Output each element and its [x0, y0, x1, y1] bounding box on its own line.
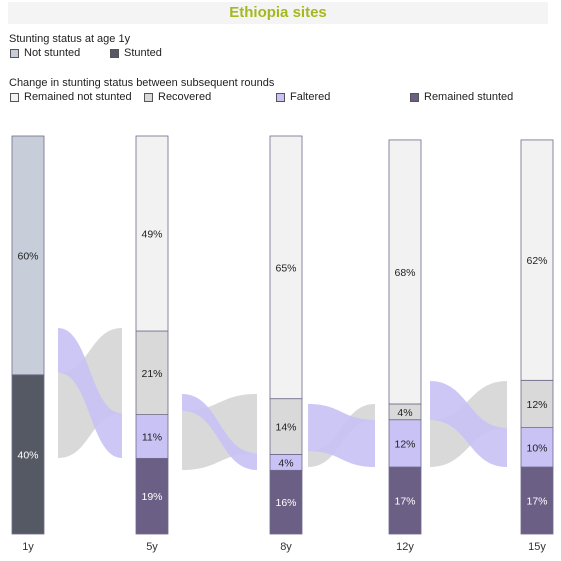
label-15y-faltered: 10% — [526, 442, 547, 454]
bar-5y-recovered — [135, 330, 169, 415]
legend-label-stunted: Stunted — [124, 47, 162, 59]
label-8y-remained-stunted: 16% — [275, 497, 296, 509]
flow-faltered-8y-12y — [308, 404, 375, 467]
bar-12y-remained-stunted — [388, 466, 422, 535]
bar-15y-recovered — [520, 379, 554, 429]
label-15y-recovered: 12% — [526, 399, 547, 411]
label-15y-remained-not-stunted: 62% — [526, 255, 547, 267]
legend2-item-recovered: Recovered — [144, 91, 211, 103]
legend1-item-stunted: Stunted — [110, 47, 162, 59]
bar-8y-recovered — [269, 398, 303, 455]
bar-1y-not-stunted — [11, 135, 45, 376]
bar-5y-remained-stunted — [135, 457, 169, 535]
legend2-item-faltered: Faltered — [276, 91, 330, 103]
bar-12y-remained-not-stunted — [388, 139, 422, 405]
label-8y-remained-not-stunted: 65% — [275, 262, 296, 274]
bar-15y-remained-stunted — [520, 466, 554, 535]
legend1-heading: Stunting status at age 1y — [9, 33, 131, 45]
x-tick-15y: 15y — [528, 541, 546, 553]
label-12y-remained-stunted: 17% — [394, 496, 415, 508]
legend-swatch-not-stunted — [10, 48, 19, 58]
label-8y-recovered: 14% — [275, 422, 296, 434]
bar-5y-faltered — [135, 414, 169, 459]
bar-12y-faltered — [388, 419, 422, 468]
legend-label-remained-stunted: Remained stunted — [424, 91, 514, 103]
label-12y-remained-not-stunted: 68% — [394, 267, 415, 279]
legend-swatch-remained-stunted — [410, 92, 419, 102]
flow-faltered-1y-5y — [58, 328, 122, 458]
x-tick-5y: 5y — [146, 541, 158, 553]
bar-5y-remained-not-stunted — [135, 135, 169, 332]
label-1y-stunted: 40% — [17, 449, 38, 461]
legend-swatch-remained-not-stunted — [10, 92, 19, 102]
legend-label-recovered: Recovered — [158, 91, 212, 103]
label-12y-recovered: 4% — [397, 407, 412, 419]
bar-1y-stunted — [11, 374, 45, 535]
flow-faltered-12y-15y — [430, 381, 507, 467]
x-tick-8y: 8y — [280, 541, 292, 553]
label-8y-faltered: 4% — [278, 457, 293, 469]
label-5y-recovered: 21% — [141, 368, 162, 380]
label-1y-not-stunted: 60% — [17, 250, 38, 262]
label-5y-remained-stunted: 19% — [141, 491, 162, 503]
legend-swatch-stunted — [110, 48, 119, 58]
bar-8y-remained-not-stunted — [269, 135, 303, 400]
chart-title: Ethiopia sites — [229, 4, 327, 21]
legend-label-faltered: Faltered — [290, 91, 331, 103]
legend2-heading: Change in stunting status between subseq… — [9, 77, 275, 89]
legend1-item-not-stunted: Not stunted — [10, 47, 80, 59]
bar-15y-remained-not-stunted — [520, 139, 554, 381]
label-5y-remained-not-stunted: 49% — [141, 229, 162, 241]
x-tick-12y: 12y — [396, 541, 414, 553]
legend-swatch-recovered — [144, 92, 153, 102]
legend-label-not-stunted: Not stunted — [24, 47, 81, 59]
label-12y-faltered: 12% — [394, 438, 415, 450]
legend2-item-remained-stunted: Remained stunted — [410, 91, 513, 103]
x-tick-1y: 1y — [22, 541, 34, 553]
legend-swatch-faltered — [276, 92, 285, 102]
label-15y-remained-stunted: 17% — [526, 496, 547, 508]
legend2-item-remained-not-stunted: Remained not stunted — [10, 91, 132, 103]
chart-title-bar: Ethiopia sites — [8, 2, 548, 24]
bar-8y-remained-stunted — [269, 469, 303, 535]
label-5y-faltered: 11% — [142, 431, 162, 443]
flow-faltered-5y-8y — [182, 394, 257, 470]
legend-label-remained-not-stunted: Remained not stunted — [24, 91, 132, 103]
